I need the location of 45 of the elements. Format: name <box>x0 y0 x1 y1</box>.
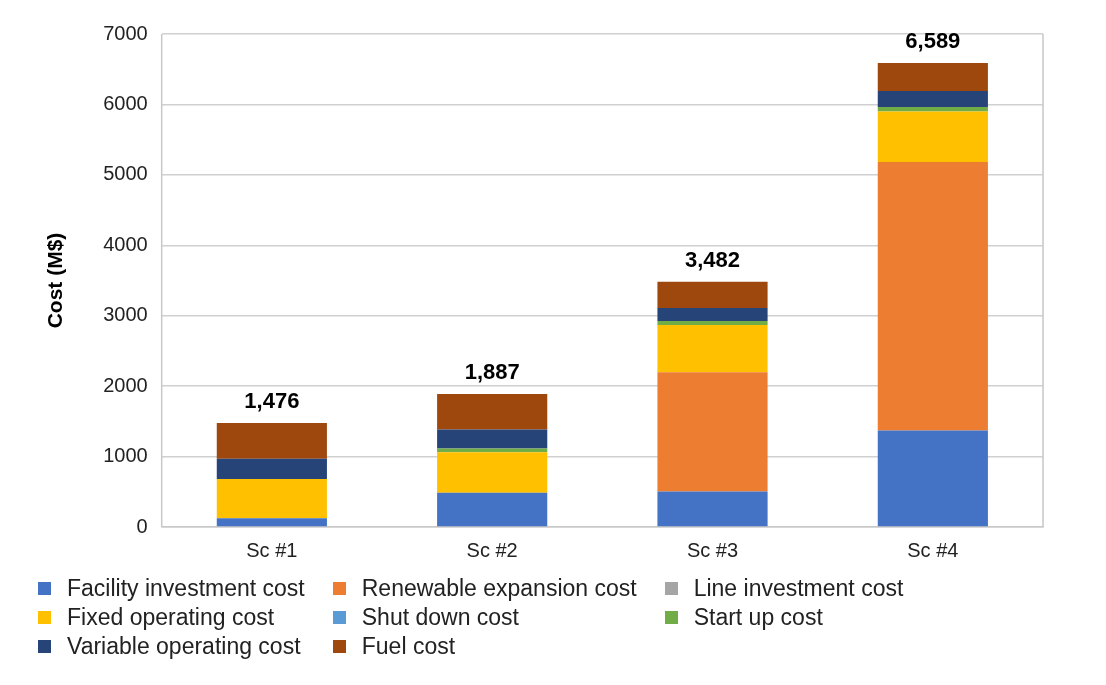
total-label: 3,482 <box>684 246 741 272</box>
bar <box>657 325 768 373</box>
bar <box>437 429 548 449</box>
bar <box>877 111 988 163</box>
y-tick-label: 5000 <box>103 162 148 185</box>
bar <box>657 281 768 308</box>
bar <box>437 448 548 453</box>
bar <box>877 162 988 431</box>
legend-label: Line investment cost <box>693 575 904 602</box>
bar <box>877 90 988 107</box>
bar <box>657 321 768 326</box>
bar <box>216 423 327 459</box>
legend-label: Facility investment cost <box>67 575 305 602</box>
y-tick-label: 6000 <box>103 91 148 114</box>
y-tick-label: 3000 <box>103 303 148 326</box>
bar <box>877 62 988 91</box>
bar <box>437 452 548 493</box>
y-tick-label: 1000 <box>103 444 148 467</box>
legend-label: Fuel cost <box>361 633 456 660</box>
bar <box>657 372 768 492</box>
total-label: 1,476 <box>244 388 300 414</box>
bar <box>657 307 768 321</box>
x-tick-label: Sc #4 <box>907 538 959 561</box>
legend-label: Shut down cost <box>361 604 520 631</box>
y-axis-title: Cost (M$) <box>43 232 67 329</box>
bar <box>216 458 327 480</box>
bar <box>877 430 988 527</box>
legend-label: Start up cost <box>693 604 823 631</box>
legend-label: Renewable expansion cost <box>361 575 637 602</box>
y-tick-label: 2000 <box>103 373 148 396</box>
y-tick-label: 7000 <box>103 21 148 44</box>
bar <box>437 394 548 430</box>
y-tick-label: 4000 <box>103 232 148 255</box>
x-tick-label: Sc #1 <box>246 538 298 561</box>
bar <box>216 518 327 527</box>
legend-label: Variable operating cost <box>67 633 301 660</box>
bar <box>216 479 327 519</box>
total-label: 6,589 <box>905 28 961 54</box>
bar <box>657 491 768 527</box>
x-tick-label: Sc #3 <box>686 538 739 561</box>
bar <box>437 492 548 527</box>
total-label: 1,887 <box>464 359 520 385</box>
x-tick-label: Sc #2 <box>466 538 518 561</box>
legend-label: Fixed operating cost <box>67 604 275 631</box>
y-tick-label: 0 <box>136 514 148 537</box>
